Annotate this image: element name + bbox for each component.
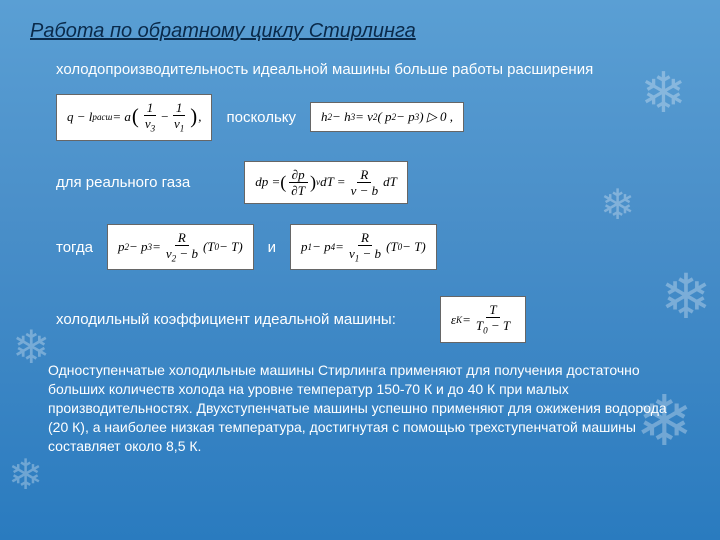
- formula-h2-h3: h2 − h3 = v2 ( p2 − p3 ) ▷ 0 ,: [310, 102, 464, 132]
- since-text: поскольку: [226, 109, 296, 126]
- page-title: Работа по обратному циклу Стирлинга: [30, 20, 690, 43]
- body-paragraph: Одноступенчатые холодильные машины Стирл…: [30, 361, 690, 455]
- intro-text: холодопроизводительность идеальной машин…: [56, 61, 593, 78]
- formula-dp: dp = ( ∂p∂T )v dT = Rv − b dT: [244, 161, 408, 204]
- formula-p1-p4: p1 − p4 = Rv1 − b (T0 − T): [290, 224, 437, 271]
- formula-q-minus-l: q − lрасш = a ( 1v3 − 1v1 ),: [56, 94, 212, 141]
- then-text: тогда: [56, 239, 93, 256]
- formula-p2-p3: p2 − p3 = Rv2 − b (T0 − T): [107, 224, 254, 271]
- snowflake-decoration: ❄: [8, 450, 43, 499]
- real-gas-text: для реального газа: [56, 174, 190, 191]
- formula-epsilon: εK = TT0 − T: [440, 296, 526, 343]
- and-text: и: [268, 239, 276, 256]
- coeff-text: холодильный коэффициент идеальной машины…: [56, 311, 396, 328]
